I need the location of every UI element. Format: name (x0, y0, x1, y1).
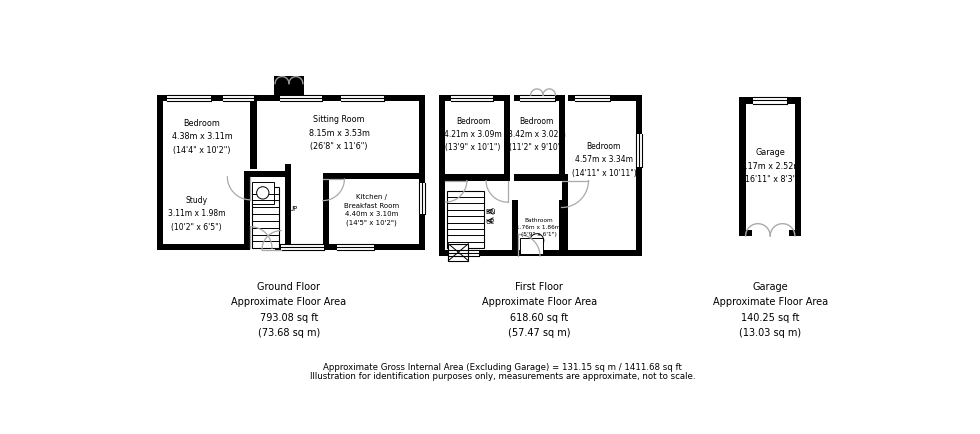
Bar (795, 98, 801, 237)
Bar (274, 77, 304, 96)
Bar (560, 96, 565, 175)
Bar (740, 98, 746, 237)
Bar (439, 96, 510, 102)
Bar (451, 96, 493, 102)
Bar (636, 96, 643, 250)
Bar (449, 244, 468, 261)
Text: Kitchen /
Breakfast Room
4.40m x 3.10m
(14'5" x 10'2"): Kitchen / Breakfast Room 4.40m x 3.10m (… (344, 194, 399, 226)
Bar (567, 250, 643, 256)
Bar (513, 201, 518, 250)
Bar (279, 96, 322, 102)
Text: DN: DN (485, 209, 496, 215)
Bar (504, 96, 510, 175)
Bar (562, 175, 567, 250)
Bar (167, 96, 212, 102)
Bar (322, 174, 329, 250)
Bar (449, 250, 479, 256)
Bar (567, 96, 643, 102)
Bar (252, 183, 273, 204)
Text: Bathroom
1.76m x 1.86m
(5'9" x 6'1"): Bathroom 1.76m x 1.86m (5'9" x 6'1") (516, 218, 561, 237)
Bar (575, 96, 610, 102)
Bar (514, 96, 565, 102)
Bar (439, 96, 445, 175)
Bar (789, 230, 801, 237)
Bar (754, 98, 787, 104)
Text: Illustration for identification purposes only, measurements are approximate, not: Illustration for identification purposes… (310, 371, 695, 380)
Bar (419, 184, 425, 214)
Bar (222, 96, 254, 102)
Bar (513, 250, 565, 256)
Bar (337, 244, 373, 250)
Text: Bedroom
3.42m x 3.02m
(11'2" x 9'10"): Bedroom 3.42m x 3.02m (11'2" x 9'10") (508, 117, 565, 152)
Bar (281, 244, 323, 250)
Circle shape (530, 234, 544, 248)
Bar (251, 102, 257, 170)
Text: Bedroom
4.38m x 3.11m
(14'4" x 10'2"): Bedroom 4.38m x 3.11m (14'4" x 10'2") (172, 119, 232, 154)
Bar (322, 174, 419, 180)
Bar (740, 230, 752, 237)
Text: Bedroom
4.21m x 3.09m
(13'9" x 10'1"): Bedroom 4.21m x 3.09m (13'9" x 10'1") (444, 117, 502, 152)
Bar (447, 191, 484, 249)
Bar (158, 96, 425, 102)
Text: Study
3.11m x 1.98m
(10'2" x 6'5"): Study 3.11m x 1.98m (10'2" x 6'5") (168, 196, 225, 231)
Text: Garage
Approximate Floor Area
140.25 sq ft
(13.03 sq m): Garage Approximate Floor Area 140.25 sq … (712, 281, 828, 338)
Bar (244, 171, 251, 250)
Bar (158, 96, 164, 250)
Text: First Floor
Approximate Floor Area
618.60 sq ft
(57.47 sq m): First Floor Approximate Floor Area 618.6… (481, 281, 597, 338)
Text: Ground Floor
Approximate Floor Area
793.08 sq ft
(73.68 sq m): Ground Floor Approximate Floor Area 793.… (231, 281, 347, 338)
Bar (244, 171, 291, 178)
Bar (285, 165, 291, 250)
Text: Approximate Gross Internal Area (Excluding Garage) = 131.15 sq m / 1411.68 sq ft: Approximate Gross Internal Area (Excludi… (322, 362, 682, 371)
Text: Sitting Room
8.15m x 3.53m
(26'8" x 11'6"): Sitting Room 8.15m x 3.53m (26'8" x 11'6… (309, 115, 369, 151)
Bar (514, 175, 565, 181)
Bar (636, 135, 643, 168)
Bar (740, 98, 801, 104)
Bar (520, 239, 543, 254)
Bar (341, 96, 384, 102)
Bar (252, 187, 279, 249)
Bar (275, 244, 425, 250)
Bar (419, 96, 425, 250)
Bar (439, 175, 510, 181)
Bar (439, 169, 445, 250)
Text: UP: UP (485, 218, 495, 224)
Text: UP: UP (288, 205, 298, 211)
Bar (158, 244, 248, 250)
Text: Bedroom
4.57m x 3.34m
(14'11" x 10'11"): Bedroom 4.57m x 3.34m (14'11" x 10'11") (571, 142, 636, 178)
Bar (560, 201, 565, 250)
Bar (520, 96, 555, 102)
Text: Garage
5.17m x 2.52m
(16'11" x 8'3"): Garage 5.17m x 2.52m (16'11" x 8'3") (740, 148, 801, 184)
Circle shape (257, 187, 269, 200)
Bar (439, 250, 567, 256)
